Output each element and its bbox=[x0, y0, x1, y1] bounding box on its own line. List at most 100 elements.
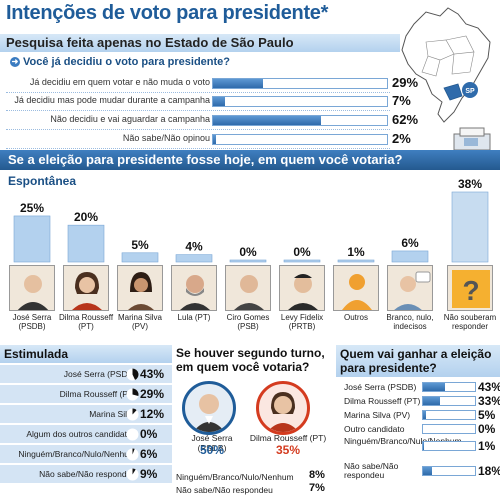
espontanea-value: 0% bbox=[293, 245, 311, 259]
dilma-second-name: Dilma Rousseff (PT) bbox=[249, 433, 327, 443]
photo-lula bbox=[171, 265, 217, 311]
estimulada-label: Ninguém/Branco/Nulo/Nenhum bbox=[18, 449, 136, 459]
candidate-name: Ciro Gomes (PSB) bbox=[226, 313, 270, 331]
espontanea-bar bbox=[67, 224, 105, 263]
estimulada-value: 0% bbox=[140, 427, 158, 441]
winner-row: Dilma Rousseff (PT) 33% bbox=[336, 394, 500, 408]
decision-track bbox=[212, 96, 388, 107]
espontanea-bar bbox=[175, 254, 213, 263]
winner-bar bbox=[423, 383, 446, 391]
estimulada-label: Marina Silva bbox=[89, 409, 136, 419]
serra-circle-photo bbox=[182, 381, 236, 435]
pie-slice bbox=[132, 388, 139, 396]
ballot-box-icon bbox=[453, 127, 491, 151]
winner-track bbox=[422, 396, 476, 406]
section2-header: Se a eleição para presidente fosse hoje,… bbox=[0, 150, 500, 170]
pie-slice bbox=[132, 468, 136, 475]
espontanea-value: 20% bbox=[74, 210, 98, 224]
winner-label: José Serra (PSDB) bbox=[344, 382, 417, 392]
estimulada-label: José Serra (PSDB) bbox=[63, 369, 136, 379]
decision-track bbox=[212, 115, 388, 126]
serra-second-pct: 50% bbox=[199, 443, 225, 457]
espontanea-bar bbox=[337, 259, 375, 263]
winner-row: Não sabe/Não respondeu 18% bbox=[336, 462, 500, 480]
dilma-second-pct: 35% bbox=[275, 443, 301, 457]
decision-label: Já decidiu em quem votar e não muda o vo… bbox=[29, 77, 210, 87]
divider bbox=[6, 148, 390, 149]
decision-bar bbox=[213, 97, 226, 106]
photo-dilma bbox=[63, 265, 109, 311]
decision-value: 2% bbox=[392, 131, 411, 146]
photo-levy bbox=[279, 265, 325, 311]
espontanea-bar bbox=[13, 215, 51, 263]
espontanea-chart: 25% 20% 5% 4% 0% 0% 1% 6% 38% bbox=[13, 177, 489, 263]
espontanea-value: 0% bbox=[239, 245, 257, 259]
estimulada-label: Não sabe/Não respondeu bbox=[39, 469, 136, 479]
estimulada-pie bbox=[126, 368, 139, 381]
candidate-name: Dilma Rousseff (PT) bbox=[58, 313, 114, 331]
winner-value: 1% bbox=[478, 439, 496, 453]
estimulada-row: José Serra (PSDB) 43% bbox=[0, 365, 172, 384]
candidate-name: Não souberam responder bbox=[443, 313, 497, 331]
pie-slice bbox=[132, 368, 139, 380]
estimulada-pie bbox=[126, 468, 139, 481]
decision-label: Não sabe/Não opinou bbox=[122, 133, 210, 143]
decision-bar bbox=[213, 79, 264, 88]
espontanea-value: 38% bbox=[458, 177, 482, 191]
espontanea-value: 6% bbox=[401, 236, 419, 250]
winner-track bbox=[422, 441, 476, 451]
estimulada-row: Não sabe/Não respondeu 9% bbox=[0, 465, 172, 484]
photo-ciro bbox=[225, 265, 271, 311]
decision-value: 7% bbox=[392, 93, 411, 108]
espontanea-title: Espontânea bbox=[8, 174, 77, 188]
estimulada-pie bbox=[126, 408, 139, 421]
decision-row: Não decidiu e vai aguardar a campanha 62% bbox=[0, 112, 500, 129]
estimulada-row: Marina Silva 12% bbox=[0, 405, 172, 424]
section1-header: Pesquisa feita apenas no Estado de São P… bbox=[0, 34, 400, 52]
photo-serra bbox=[9, 265, 55, 311]
sp-state bbox=[443, 83, 463, 101]
winner-title: Quem vai ganhar a eleição para president… bbox=[336, 345, 500, 377]
estimulada-row: Ninguém/Branco/Nulo/Nenhum 6% bbox=[0, 445, 172, 464]
page-title: Intenções de voto para presidente* bbox=[6, 2, 329, 24]
decision-label: Não decidiu e vai aguardar a campanha bbox=[50, 114, 210, 124]
winner-bar bbox=[423, 467, 433, 475]
sp-label: SP bbox=[465, 88, 475, 95]
estimulada-row: Dilma Rousseff (PT) 29% bbox=[0, 385, 172, 404]
decision-track bbox=[212, 78, 388, 89]
winner-track bbox=[422, 466, 476, 476]
winner-value: 43% bbox=[478, 380, 500, 394]
decision-track bbox=[212, 134, 388, 145]
winner-bar bbox=[423, 442, 424, 450]
pie-slice bbox=[132, 448, 135, 455]
espontanea-value: 25% bbox=[20, 201, 44, 215]
winner-track bbox=[422, 424, 476, 434]
espontanea-bar bbox=[229, 259, 267, 263]
estimulada-pie bbox=[126, 428, 139, 441]
winner-row: Ninguém/Branco/Nulo/Nenhum 1% bbox=[336, 437, 500, 454]
estimulada-row: Algum dos outros candidatos 0% bbox=[0, 425, 172, 444]
sp-marker bbox=[462, 82, 478, 98]
decision-row: Não sabe/Não opinou 2% bbox=[0, 131, 500, 148]
winner-value: 33% bbox=[478, 394, 500, 408]
espontanea-value: 1% bbox=[347, 245, 365, 259]
estimulada-pie bbox=[126, 448, 139, 461]
candidate-name: Branco, nulo, indecisos bbox=[386, 313, 434, 331]
pie-slice bbox=[132, 408, 137, 415]
photo-nao-souberam: ? bbox=[447, 265, 493, 311]
divider bbox=[6, 129, 390, 130]
second-dk-label: Não sabe/Não respondeu bbox=[176, 485, 273, 495]
winner-bar bbox=[423, 411, 426, 419]
question-1: ➜ Você já decidiu o voto para presidente? bbox=[10, 56, 230, 68]
decision-value: 29% bbox=[392, 75, 419, 90]
divider bbox=[6, 110, 390, 111]
divider bbox=[6, 92, 390, 93]
estimulada-value: 12% bbox=[140, 407, 165, 421]
arrow-icon: ➜ bbox=[10, 57, 20, 68]
decision-value: 62% bbox=[392, 112, 419, 127]
winner-row: Marina Silva (PV) 5% bbox=[336, 408, 500, 422]
dilma-circle-photo bbox=[256, 381, 310, 435]
espontanea-bar bbox=[283, 259, 321, 263]
estimulada-value: 29% bbox=[140, 387, 165, 401]
decision-label: Já decidiu mas pode mudar durante a camp… bbox=[14, 95, 210, 105]
